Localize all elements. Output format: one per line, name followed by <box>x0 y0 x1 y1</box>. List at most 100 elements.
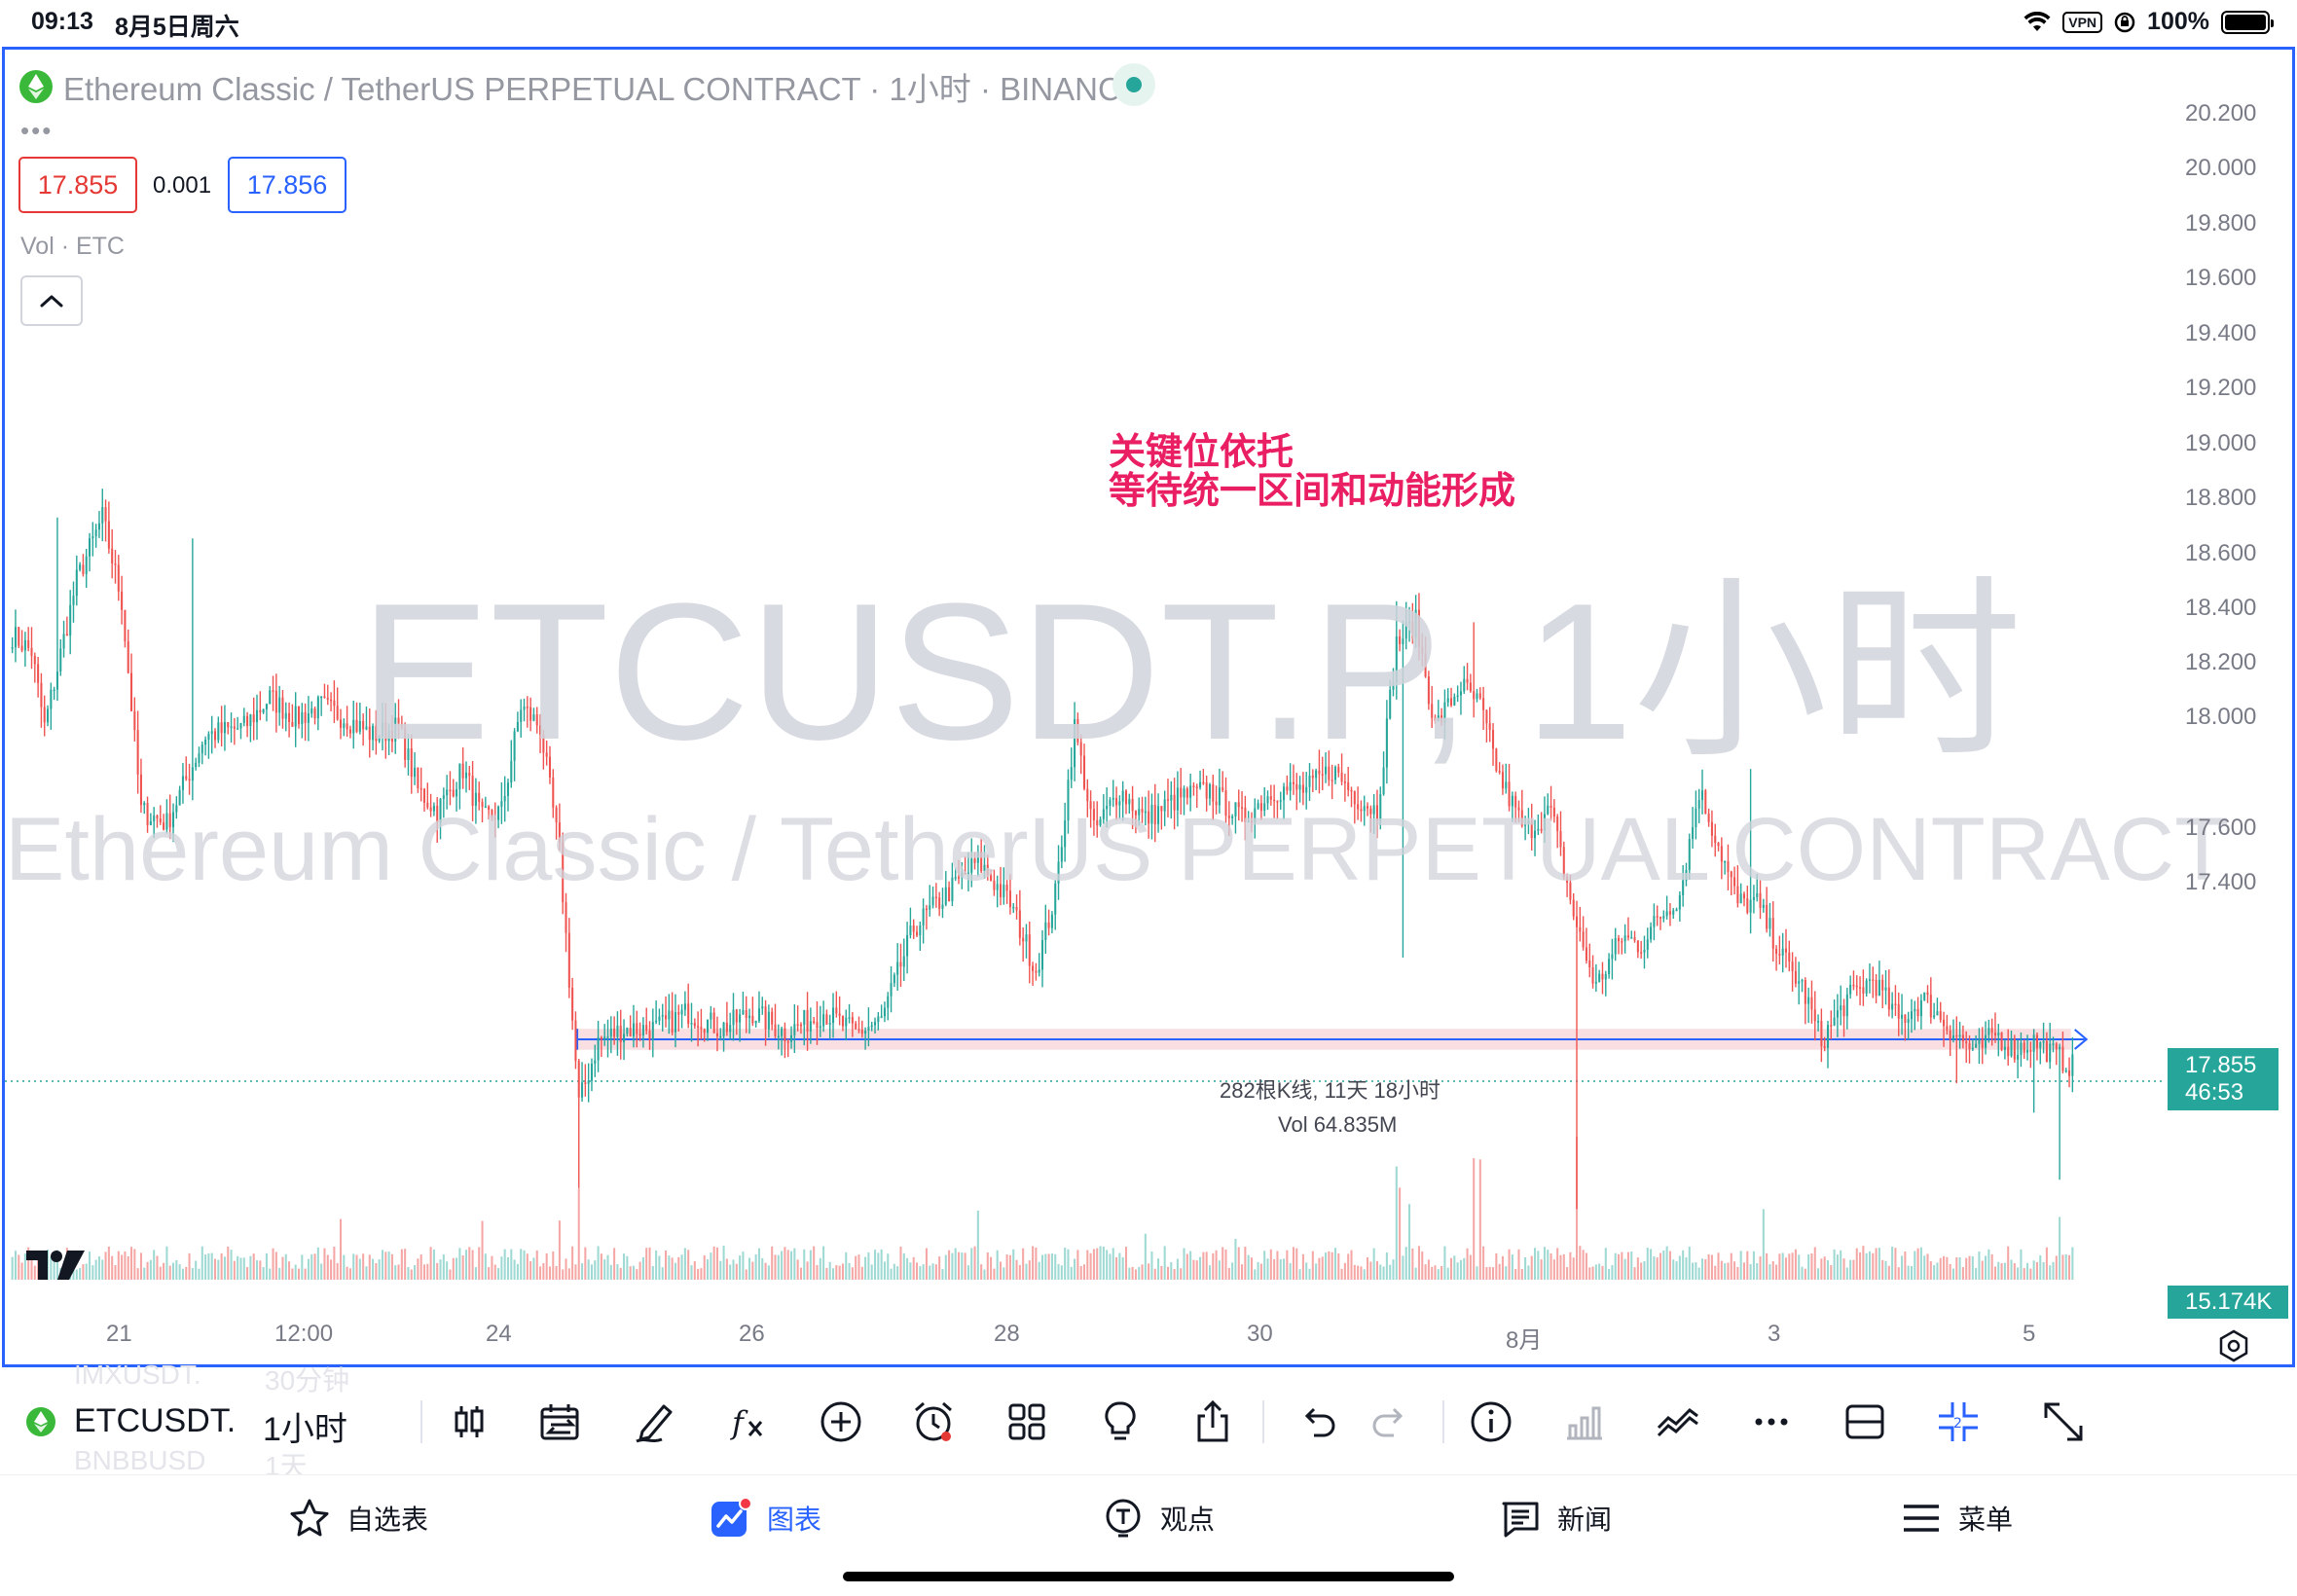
volume-legend[interactable]: Vol · ETC <box>20 233 125 260</box>
tab-menu[interactable]: 菜单 <box>1900 1497 2013 1540</box>
replay-button[interactable] <box>1655 1398 1701 1445</box>
candle-body <box>1852 984 1855 987</box>
volume-bar <box>1617 1253 1621 1280</box>
candle-body <box>712 1012 715 1034</box>
volume-bar <box>1626 1251 1629 1280</box>
tab-news[interactable]: 新闻 <box>1499 1497 1612 1540</box>
volume-bar <box>124 1251 127 1280</box>
candle-body <box>1633 937 1636 941</box>
candle-body <box>587 1080 590 1084</box>
candle-body <box>665 1015 668 1020</box>
volume-bar <box>503 1249 506 1280</box>
add-button[interactable] <box>818 1398 864 1445</box>
volume-profile-button[interactable] <box>1561 1398 1608 1445</box>
indicators-button[interactable]: f <box>724 1398 771 1445</box>
tab-menu-label: 菜单 <box>1958 1505 2014 1535</box>
chart-title[interactable]: Ethereum Classic / TetherUS PERPETUAL CO… <box>63 71 1143 107</box>
more-dots-icon[interactable]: ••• <box>20 116 54 145</box>
sync-charts-button[interactable]: 2 <box>1935 1398 1982 1445</box>
volume-bar <box>677 1256 680 1280</box>
candle-body <box>1478 693 1481 699</box>
volume-bar <box>848 1262 851 1280</box>
share-button[interactable] <box>1189 1398 1236 1445</box>
candle-body <box>1547 805 1550 815</box>
buy-button[interactable]: 17.856 <box>228 157 346 213</box>
info-button[interactable] <box>1468 1398 1514 1445</box>
candle-body <box>751 1015 754 1024</box>
tab-watchlist[interactable]: 自选表 <box>288 1497 428 1540</box>
candle-body <box>1446 698 1449 703</box>
candle-body <box>1109 799 1112 806</box>
collapse-legend-button[interactable] <box>20 275 83 326</box>
candle-body <box>65 634 68 636</box>
candle-body <box>1450 698 1453 706</box>
candle-body <box>1575 916 1579 927</box>
candle-body <box>1195 786 1198 788</box>
candle-body <box>201 744 203 754</box>
candle-body <box>1279 800 1282 802</box>
volume-bar <box>227 1246 230 1280</box>
volume-bar <box>1079 1265 1082 1280</box>
candle-body <box>188 779 191 781</box>
candle-body <box>1845 994 1848 1017</box>
volume-bar <box>693 1260 696 1280</box>
sell-button[interactable]: 17.855 <box>18 157 137 213</box>
candle-body <box>542 734 545 753</box>
volume-bar <box>346 1266 348 1280</box>
star-icon <box>290 1499 329 1537</box>
volume-bar <box>1955 1257 1958 1280</box>
volume-bar <box>414 1265 417 1280</box>
volume-bar <box>1121 1256 1124 1280</box>
candle-body <box>1032 965 1035 971</box>
candles-button[interactable] <box>446 1398 492 1445</box>
compare-button[interactable] <box>537 1398 584 1445</box>
volume-bar <box>246 1267 249 1280</box>
tradingview-logo-icon[interactable] <box>24 1249 89 1282</box>
candle-body <box>220 722 223 734</box>
volume-bar <box>929 1265 931 1280</box>
interval-button[interactable]: 1小时 <box>263 1411 347 1448</box>
more-button[interactable] <box>1748 1398 1795 1445</box>
volume-bar <box>1064 1248 1067 1280</box>
volume-bar <box>742 1251 745 1280</box>
volume-bar <box>2035 1261 2038 1280</box>
chart-settings-icon[interactable] <box>2216 1328 2251 1363</box>
volume-bar <box>30 1251 33 1280</box>
fullscreen-button[interactable] <box>2040 1398 2087 1445</box>
volume-bar <box>301 1254 304 1280</box>
candle-body <box>1771 918 1774 949</box>
volume-bar <box>1901 1255 1904 1280</box>
volume-bar <box>571 1246 574 1280</box>
volume-bar <box>436 1262 439 1280</box>
candle-body <box>1872 979 1875 981</box>
chart-panel[interactable]: ETCUSDT.P, 1小时 Ethereum Classic / Tether… <box>2 47 2295 1367</box>
candle-body <box>970 858 973 873</box>
redo-button[interactable] <box>1367 1398 1413 1445</box>
time-tick-label: 28 <box>994 1321 1020 1347</box>
tab-ideas[interactable]: 观点 <box>1102 1497 1215 1540</box>
split-view-button[interactable] <box>1841 1398 1888 1445</box>
candle-body <box>1943 1019 1946 1027</box>
ideas-button[interactable] <box>1097 1398 1144 1445</box>
layout-button[interactable] <box>1003 1398 1050 1445</box>
candle-body <box>835 1007 838 1014</box>
undo-button[interactable] <box>1294 1398 1341 1445</box>
volume-bar <box>1840 1250 1842 1280</box>
candle-body <box>931 896 934 906</box>
alert-button[interactable] <box>910 1398 957 1445</box>
time-tick-label: 21 <box>106 1321 132 1347</box>
candle-body <box>339 719 343 728</box>
volume-bar <box>1826 1260 1830 1280</box>
volume-bar <box>545 1252 548 1280</box>
tab-chart[interactable]: 图表 <box>709 1497 821 1540</box>
candle-body <box>204 740 207 745</box>
volume-bar <box>880 1249 883 1280</box>
candle-body <box>1617 938 1621 942</box>
volume-bar <box>1160 1266 1163 1280</box>
chart-annotation[interactable]: 关键位依托 等待统一区间和动能形成 <box>1109 433 1515 511</box>
drawing-tools-button[interactable] <box>631 1398 677 1445</box>
chart-canvas[interactable] <box>5 50 2295 1367</box>
candle-body <box>1057 861 1060 884</box>
market-status-icon[interactable] <box>1112 63 1155 106</box>
symbol-search-button[interactable]: ETCUSDT. <box>74 1402 237 1439</box>
